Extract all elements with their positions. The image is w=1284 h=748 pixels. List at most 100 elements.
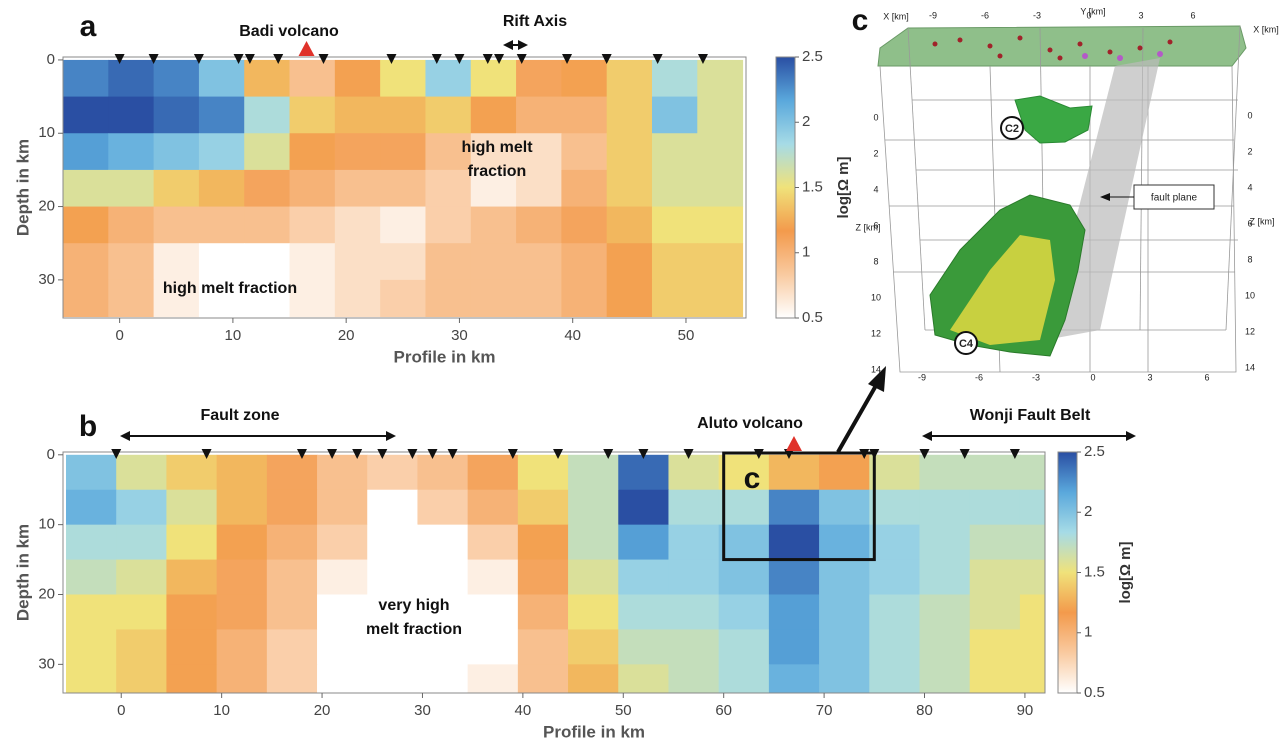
colorbar-tick-label: 2.5 <box>802 48 823 65</box>
x-tick-label: 0 <box>115 327 123 344</box>
cell <box>108 170 154 207</box>
cell <box>108 97 154 134</box>
cell <box>317 490 368 525</box>
cell <box>697 207 743 244</box>
cell <box>516 280 562 317</box>
cell <box>561 280 607 317</box>
cell <box>471 60 517 97</box>
cell <box>66 595 117 630</box>
cell <box>63 60 109 97</box>
colorbar-tick-label: 2.5 <box>1084 443 1105 460</box>
cell <box>568 560 619 595</box>
annotation: C4 <box>959 338 974 350</box>
cell <box>561 170 607 207</box>
cell <box>869 629 920 664</box>
arrowhead <box>120 431 130 441</box>
cell <box>317 560 368 595</box>
cell <box>217 490 268 525</box>
cell <box>518 560 569 595</box>
cell <box>618 664 669 699</box>
x-tick-label: 60 <box>715 702 732 719</box>
cell <box>919 629 970 664</box>
cell <box>568 629 619 664</box>
cell <box>668 455 719 490</box>
cell <box>217 664 268 699</box>
cell <box>367 525 418 560</box>
arrowhead <box>386 431 396 441</box>
cell <box>568 664 619 699</box>
annotation: high melt fraction <box>163 280 297 297</box>
colorbar-tick-label: 0.5 <box>802 309 823 326</box>
cell <box>367 455 418 490</box>
top-tick-label: -6 <box>981 10 989 20</box>
cell <box>919 455 970 490</box>
cell <box>166 595 217 630</box>
cell <box>652 243 698 280</box>
bottom-tick-label: 6 <box>1204 372 1209 382</box>
cell <box>468 664 519 699</box>
z-tick-label: 2 <box>873 148 878 158</box>
z-tick-label: 8 <box>1247 254 1252 264</box>
cell <box>367 490 418 525</box>
panel-letter: c <box>852 4 869 37</box>
cell <box>518 629 569 664</box>
cell <box>217 560 268 595</box>
cell <box>652 60 698 97</box>
z-tick-label: 12 <box>1245 326 1255 336</box>
cell <box>919 595 970 630</box>
bottom-tick-label: -3 <box>1032 372 1040 382</box>
colorbar-tick-label: 1 <box>1084 624 1092 641</box>
cell <box>166 525 217 560</box>
y-tick-label: 30 <box>38 655 55 672</box>
cell <box>166 490 217 525</box>
cell <box>618 525 669 560</box>
panel-letter: b <box>79 410 97 443</box>
cell <box>769 490 820 525</box>
cell <box>516 60 562 97</box>
heatmap-cells <box>66 455 1071 700</box>
z-tick-label: 0 <box>1247 110 1252 120</box>
cell <box>561 207 607 244</box>
colorbar-tick-label: 1.5 <box>802 178 823 195</box>
cell <box>66 490 117 525</box>
cell <box>697 97 743 134</box>
cell <box>869 490 920 525</box>
cell <box>919 490 970 525</box>
z-axis-label: Z [km] <box>1250 216 1275 226</box>
cell <box>244 207 290 244</box>
cell <box>290 207 336 244</box>
cell <box>769 525 820 560</box>
cell <box>244 170 290 207</box>
cell <box>154 207 200 244</box>
cell <box>199 170 245 207</box>
cell <box>267 490 318 525</box>
cell <box>471 243 517 280</box>
colorbar-tick-label: 0.5 <box>1084 684 1105 701</box>
cell <box>869 595 920 630</box>
x-tick-label: 70 <box>816 702 833 719</box>
cell <box>607 280 653 317</box>
y-tick-label: 0 <box>47 446 55 463</box>
cell <box>719 560 770 595</box>
cell <box>116 455 167 490</box>
cell <box>108 133 154 170</box>
cell <box>380 133 426 170</box>
top-tick-label: -9 <box>929 10 937 20</box>
x-tick-label: 10 <box>225 327 242 344</box>
cell <box>417 525 468 560</box>
panel-letter: a <box>80 10 97 43</box>
cell <box>769 455 820 490</box>
cell <box>652 207 698 244</box>
z-tick-label: 10 <box>871 292 881 302</box>
y-tick-label: 20 <box>38 585 55 602</box>
cell <box>607 207 653 244</box>
x-tick-label: 0 <box>117 702 125 719</box>
cell <box>244 243 290 280</box>
arrowhead <box>503 40 513 50</box>
cell <box>335 207 381 244</box>
cell <box>697 170 743 207</box>
y-tick-label: 0 <box>47 51 55 68</box>
colorbar <box>776 57 795 318</box>
cell <box>652 280 698 317</box>
cell <box>719 629 770 664</box>
